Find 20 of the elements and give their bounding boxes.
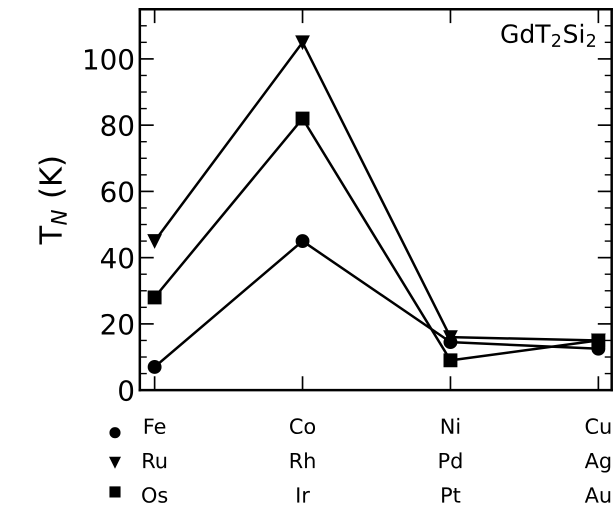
x-tick-label: Co Rh Ir: [290, 418, 316, 503]
point: [296, 35, 310, 50]
y-tick-label: 40: [100, 248, 134, 269]
point: [296, 234, 310, 248]
y-tick-label: 80: [102, 115, 134, 136]
point: [148, 290, 162, 304]
x-tick-label: Ni Pd Pt: [440, 418, 462, 503]
y-tick-label: 60: [102, 181, 134, 202]
y-tick-label: 0: [119, 380, 134, 402]
x-tick-label: Fe Ru Os: [142, 418, 168, 503]
point: [591, 334, 606, 348]
point: [444, 353, 458, 368]
y-tick-label: 100: [85, 48, 134, 70]
point: [148, 234, 162, 248]
x-tick-label: Cu Ag Au: [584, 418, 610, 503]
point: [296, 112, 310, 126]
annotation: GdT$_{2}$Si$_{2}$: [501, 24, 596, 47]
y-axis-title: T$_{N}$ (K): [38, 158, 67, 245]
y-tick-label: 20: [102, 314, 134, 335]
point: [148, 360, 162, 374]
